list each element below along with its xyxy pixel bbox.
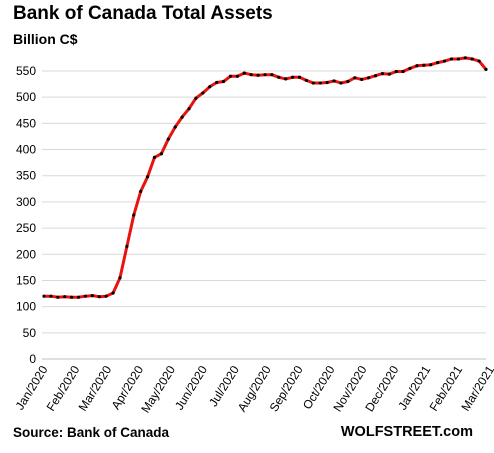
data-point <box>221 79 226 84</box>
brand-watermark: WOLFSTREET.com <box>340 424 473 440</box>
data-point <box>132 213 136 217</box>
data-point <box>173 125 177 129</box>
data-point <box>477 59 481 63</box>
data-point <box>304 78 309 83</box>
y-tick-label: 300 <box>16 195 36 209</box>
data-point <box>187 107 191 111</box>
data-point <box>297 75 302 79</box>
data-point <box>387 72 391 76</box>
y-tick-label: 150 <box>16 273 36 287</box>
source-note: Source: Bank of Canada <box>13 425 170 440</box>
data-point <box>277 75 281 79</box>
data-point <box>325 80 329 85</box>
data-point <box>394 69 398 74</box>
data-point <box>415 64 419 68</box>
chart-title: Bank of Canada Total Assets <box>13 3 273 24</box>
data-point <box>97 295 101 299</box>
series-line <box>42 56 488 299</box>
data-point <box>90 294 94 298</box>
data-point <box>152 155 157 159</box>
data-point <box>76 295 81 299</box>
data-point <box>422 63 426 67</box>
data-point <box>484 67 488 72</box>
data-point <box>360 77 364 81</box>
data-point <box>139 189 143 194</box>
data-point <box>166 137 170 141</box>
data-point <box>339 81 343 85</box>
data-point <box>436 61 440 65</box>
data-point <box>463 56 467 60</box>
y-tick-label: 450 <box>16 116 36 130</box>
data-point <box>318 81 322 85</box>
data-point <box>346 79 350 84</box>
data-point <box>228 74 233 78</box>
data-point <box>83 294 88 298</box>
data-point <box>201 91 205 95</box>
data-point <box>470 57 474 61</box>
data-point <box>332 79 336 83</box>
y-tick-label: 200 <box>16 247 36 261</box>
data-point <box>373 74 378 78</box>
data-point <box>249 73 253 77</box>
chart-subtitle: Billion C$ <box>13 31 78 47</box>
data-point <box>291 75 295 79</box>
data-point <box>366 76 371 80</box>
y-tick-label: 50 <box>23 326 37 340</box>
y-tick-label: 0 <box>29 352 36 366</box>
data-point <box>270 73 274 77</box>
data-point <box>208 85 212 89</box>
series-total-assets <box>42 56 488 299</box>
data-point <box>125 244 129 249</box>
data-point <box>263 73 267 77</box>
data-point <box>63 295 67 299</box>
data-point <box>70 295 74 299</box>
data-point <box>159 152 164 156</box>
y-tick-label: 500 <box>16 90 36 104</box>
y-tick-label: 250 <box>16 221 36 235</box>
data-point <box>145 175 150 179</box>
data-point <box>429 63 433 67</box>
y-tick-label: 550 <box>16 64 36 78</box>
data-point <box>194 96 198 100</box>
data-point <box>180 115 184 119</box>
data-point <box>104 294 108 298</box>
data-point <box>242 71 246 75</box>
data-point <box>456 57 460 61</box>
data-point <box>353 76 357 80</box>
y-axis: 0 50 100 150 200 250 300 350 400 450 500 550 <box>16 64 36 366</box>
data-point <box>111 291 115 295</box>
data-point <box>215 80 219 85</box>
data-point <box>380 72 385 76</box>
data-point <box>442 59 447 63</box>
data-point <box>401 69 405 74</box>
data-point <box>42 294 46 298</box>
data-point <box>56 295 60 299</box>
data-point <box>49 294 53 298</box>
y-tick-label: 100 <box>16 300 36 314</box>
data-point <box>284 77 288 81</box>
x-axis: Jan/2020Feb/2020Mar/2020Apr/2020May/2020… <box>12 358 494 415</box>
data-point <box>311 81 315 85</box>
data-point <box>235 74 239 78</box>
gridlines <box>42 70 486 334</box>
y-tick-label: 350 <box>16 169 36 183</box>
data-point <box>118 276 122 280</box>
data-point <box>408 66 412 70</box>
data-point <box>256 73 260 77</box>
data-point <box>449 57 454 61</box>
y-tick-label: 400 <box>16 143 36 157</box>
